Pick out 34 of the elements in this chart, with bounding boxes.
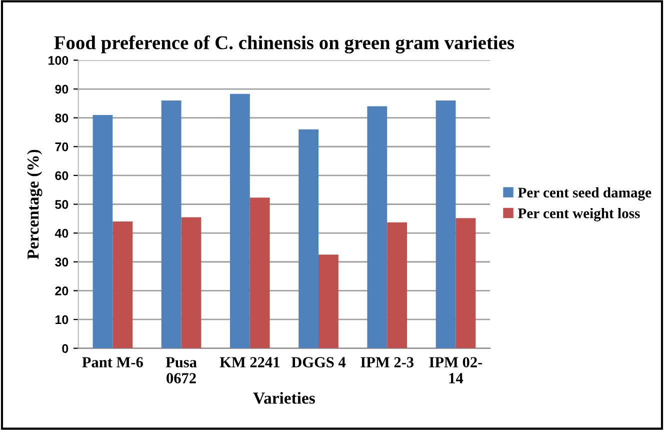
- bar: [436, 100, 456, 348]
- x-tick-label: Pusa 0672: [166, 357, 197, 384]
- y-axis-title: Percentage (%): [26, 150, 42, 260]
- bar: [161, 100, 182, 348]
- bar: [387, 222, 408, 348]
- chart-title: Food preference of C. chinensis on green gram varieties: [54, 35, 514, 54]
- bar: [92, 114, 113, 348]
- y-tick-label: 70: [55, 142, 68, 152]
- y-tick-label: 40: [54, 228, 68, 238]
- x-tick-label: KM 2241: [220, 357, 280, 368]
- y-tick-label: 80: [55, 114, 68, 122]
- x-tick-label: IPM 2-3: [360, 357, 414, 368]
- bar: [250, 198, 270, 348]
- legend-label: Per cent weight loss: [518, 208, 640, 222]
- bar: [112, 222, 133, 348]
- bar: [181, 217, 202, 348]
- bar: [230, 94, 250, 348]
- legend-label: Per cent seed damage: [518, 187, 652, 201]
- y-tick-label: 0: [62, 344, 68, 353]
- bar: [367, 106, 388, 348]
- bar: [298, 129, 318, 348]
- x-tick-label: IPM 02- 14: [429, 357, 482, 384]
- bar: [318, 254, 338, 348]
- y-tick-label: 50: [55, 200, 68, 209]
- y-tick-label: 90: [55, 84, 68, 94]
- y-tick-label: 30: [55, 258, 68, 267]
- x-tick-label: DGGS 4: [291, 357, 346, 368]
- y-tick-label: 100: [48, 56, 68, 65]
- x-axis-title: Varieties: [253, 392, 315, 404]
- x-tick-label: Pant M-6: [82, 357, 143, 368]
- y-tick-label: 60: [55, 171, 68, 180]
- y-tick-label: 10: [56, 315, 68, 324]
- y-tick-label: 20: [55, 286, 68, 296]
- bar: [456, 218, 476, 348]
